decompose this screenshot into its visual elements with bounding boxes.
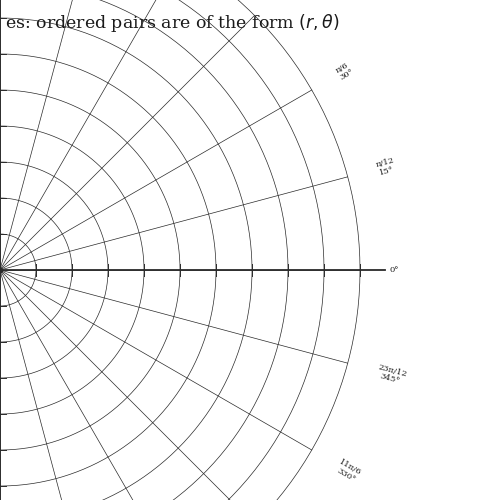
Text: es: ordered pairs are of the form $(r, \theta)$: es: ordered pairs are of the form $(r, \… xyxy=(5,12,340,34)
Text: 23π/12
345°: 23π/12 345° xyxy=(374,363,408,386)
Text: π/6
30°: π/6 30° xyxy=(334,60,354,82)
Text: 11π/6
330°: 11π/6 330° xyxy=(334,458,363,484)
Text: 0°: 0° xyxy=(390,266,400,274)
Text: π/12
15°: π/12 15° xyxy=(374,156,397,177)
